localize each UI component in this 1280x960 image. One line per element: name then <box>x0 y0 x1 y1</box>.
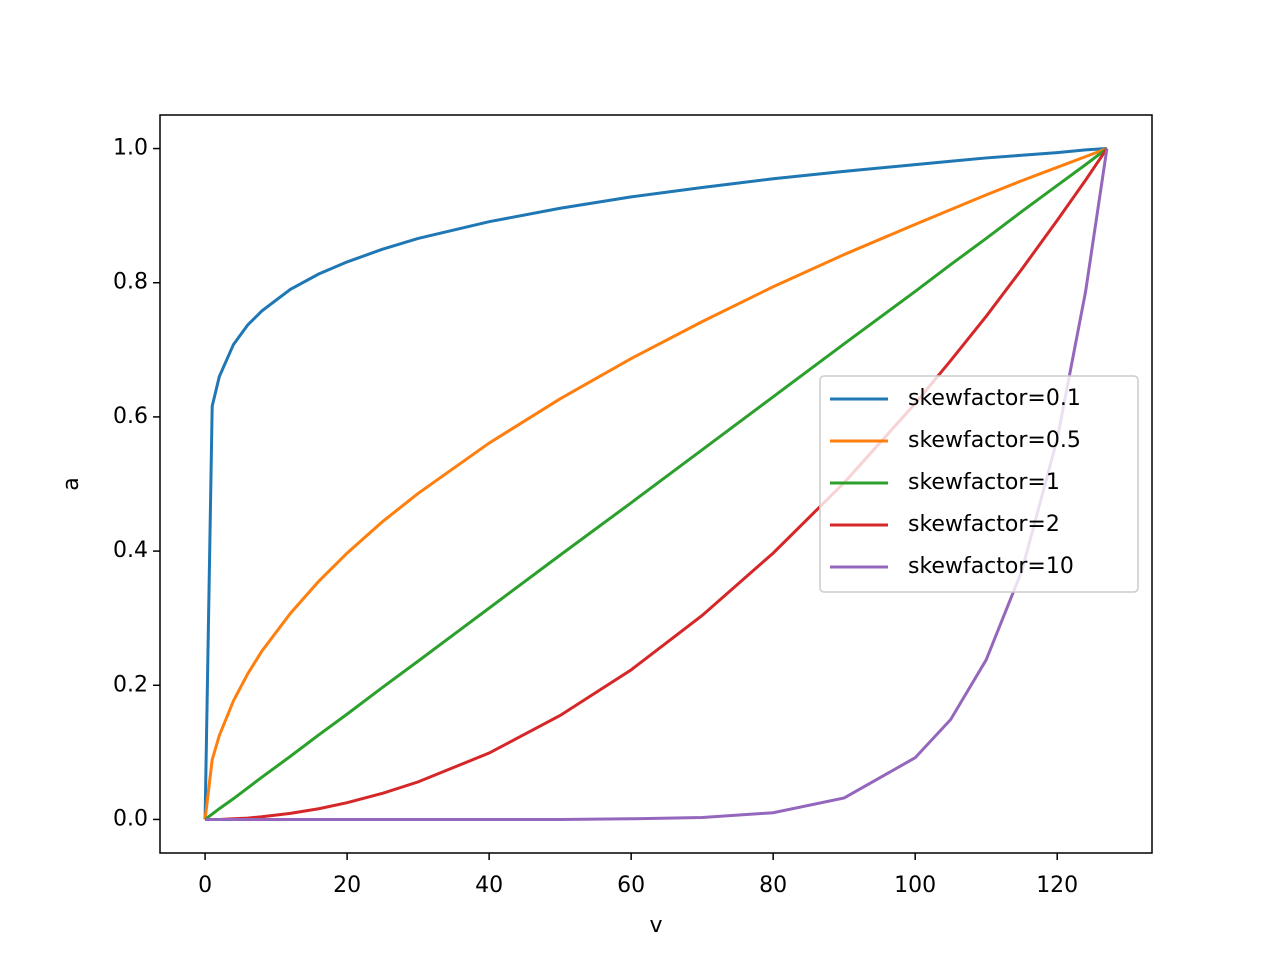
y-axis-label: a <box>59 477 84 490</box>
series-line <box>203 147 1108 820</box>
plot-frame <box>159 114 1153 854</box>
y-tick-label: 1.0 <box>113 136 148 161</box>
legend-label: skewfactor=10 <box>908 554 1074 579</box>
series-line <box>204 147 1108 821</box>
x-tick-label: 120 <box>1036 873 1078 898</box>
legend-label: skewfactor=1 <box>908 470 1060 495</box>
x-tick-label: 0 <box>198 873 212 898</box>
legend-label: skewfactor=0.1 <box>908 386 1081 411</box>
legend-label: skewfactor=0.5 <box>908 428 1081 453</box>
y-tick-label: 0.6 <box>113 404 148 429</box>
series-line <box>205 148 1109 821</box>
x-tick-label: 60 <box>617 873 645 898</box>
y-tick-label: 0.0 <box>113 806 148 831</box>
y-tick-label: 0.2 <box>113 672 148 697</box>
y-tick-label: 0.4 <box>113 538 148 563</box>
legend-box <box>819 375 1139 593</box>
x-tick-label: 80 <box>759 873 787 898</box>
legend-label: skewfactor=2 <box>908 512 1060 537</box>
series-line <box>203 147 1108 820</box>
y-tick-label: 0.8 <box>113 270 148 295</box>
x-axis-label: v <box>649 913 662 938</box>
x-tick-label: 100 <box>894 873 936 898</box>
x-tick-label: 40 <box>475 873 503 898</box>
x-tick-label: 20 <box>333 873 361 898</box>
